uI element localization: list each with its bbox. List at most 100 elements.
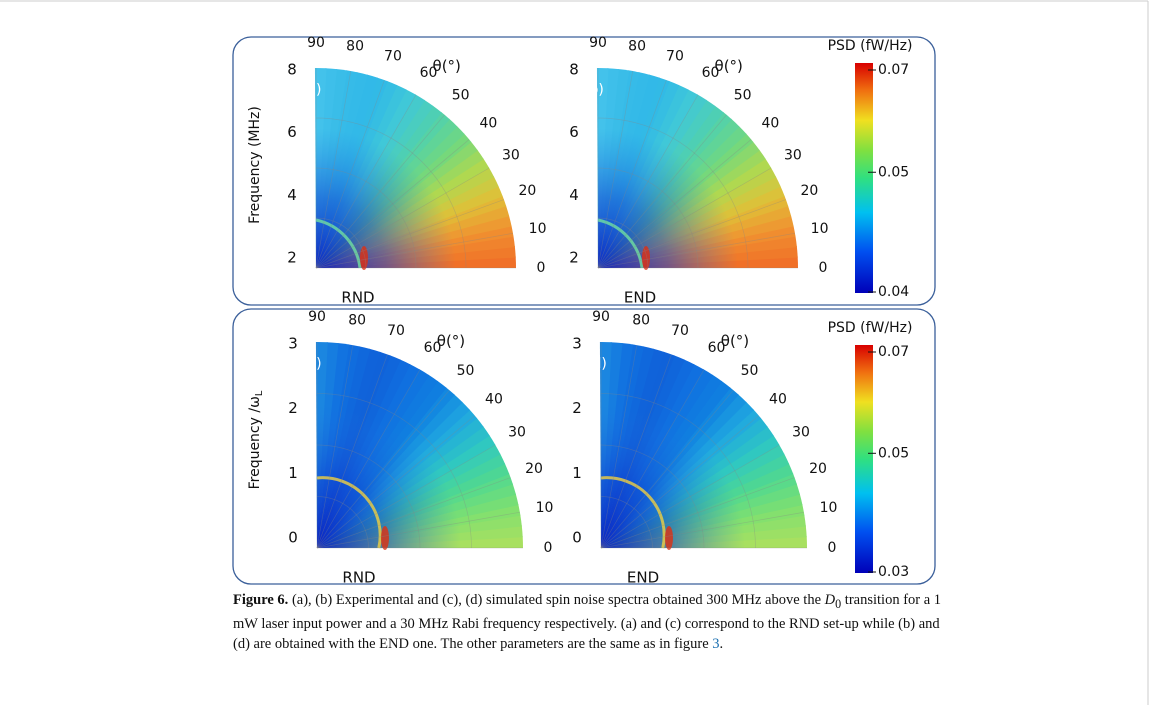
- grid-line: [600, 415, 760, 549]
- radial-tick-label: 4: [287, 186, 297, 204]
- angle-tick-label: 50: [452, 88, 470, 104]
- radial-tick-label: 0: [288, 529, 298, 547]
- angle-tick-label: 40: [485, 392, 503, 408]
- grid-line: [316, 354, 388, 549]
- grid-line: [316, 415, 476, 549]
- colorbar: [855, 345, 873, 573]
- resonance-peak: [360, 246, 368, 270]
- angle-tick-label: 80: [346, 38, 364, 54]
- grid-line: [600, 511, 804, 549]
- panel-label: (c): [303, 356, 322, 372]
- setup-label: END: [627, 569, 659, 587]
- grid-arc: [600, 496, 653, 549]
- angle-tick-label: 60: [702, 65, 720, 81]
- resonance-arc: [597, 218, 644, 269]
- grid-arc: [315, 167, 417, 269]
- radial-tick-label: 3: [288, 335, 298, 353]
- grid-line: [316, 369, 421, 549]
- theta-label: θ(°): [433, 57, 461, 75]
- grid-line: [315, 139, 470, 269]
- panel-label: (a): [302, 82, 322, 98]
- grid-line: [597, 167, 772, 269]
- angle-tick-label: 40: [479, 115, 497, 131]
- grid-arc: [316, 393, 472, 549]
- grid-line: [316, 477, 511, 549]
- grid-line: [315, 232, 514, 269]
- radial-tick-label: 6: [287, 123, 297, 141]
- y-axis-label-sub: L: [254, 390, 265, 396]
- angle-tick-label: 20: [525, 461, 543, 477]
- grid-arc: [597, 167, 699, 269]
- radial-tick-label: 3: [572, 335, 582, 353]
- angle-tick-label: 10: [529, 221, 547, 237]
- colorbar-tick-label: 0.05: [878, 445, 909, 461]
- grid-arc: [597, 117, 749, 269]
- colorbar-tick-label: 0.07: [878, 62, 909, 78]
- angle-tick-label: 0: [544, 540, 553, 556]
- grid-line: [316, 345, 354, 549]
- angle-tick-label: 60: [420, 65, 438, 81]
- grid-line: [315, 199, 505, 269]
- grid-line: [600, 389, 734, 549]
- angle-tick-label: 60: [708, 340, 726, 356]
- resonance-arc: [316, 476, 382, 549]
- grid-line: [315, 70, 352, 269]
- angle-tick-label: 20: [801, 183, 819, 199]
- row-frame: [232, 308, 936, 585]
- radial-tick-label: 2: [569, 249, 579, 267]
- angle-tick-label: 50: [741, 363, 759, 379]
- symbol: D: [824, 592, 836, 608]
- angle-tick-label: 30: [502, 148, 520, 164]
- grid-line: [597, 232, 796, 269]
- grid-arc: [316, 444, 421, 549]
- radial-tick-label: 8: [569, 61, 579, 79]
- angle-tick-label: 50: [734, 88, 752, 104]
- grid-line: [600, 477, 795, 549]
- spectrum-core: [598, 68, 798, 268]
- panel-label: (b): [584, 82, 604, 98]
- grid-line: [597, 79, 667, 269]
- setup-label: RND: [341, 289, 374, 307]
- row-frame: [232, 36, 936, 306]
- grid-line: [600, 444, 780, 549]
- radial-tick-label: 6: [569, 123, 579, 141]
- colorbar: [855, 63, 873, 293]
- angle-tick-label: 80: [632, 313, 650, 329]
- angle-tick-label: 70: [666, 49, 684, 65]
- figure-link[interactable]: 3: [712, 635, 720, 652]
- caption-text: (a), (b) Experimental and (c), (d) simul…: [291, 592, 822, 608]
- grid-line: [315, 94, 417, 269]
- angle-tick-label: 20: [809, 461, 827, 477]
- grid-arc: [315, 117, 467, 269]
- angle-tick-label: 80: [348, 313, 366, 329]
- angle-tick-label: 10: [536, 500, 554, 516]
- y-axis-label: Frequency /ωL: [247, 390, 265, 489]
- colorbar-tick-label: 0.07: [878, 344, 909, 360]
- angle-tick-label: 10: [820, 500, 838, 516]
- grid-line: [315, 79, 385, 269]
- y-axis-label-text: Frequency (MHz): [247, 106, 263, 224]
- grid-line: [316, 444, 496, 549]
- spectrum-core: [601, 342, 807, 548]
- caption-text: transition for a 1 mW laser input power …: [233, 592, 942, 652]
- grid-line: [597, 70, 634, 269]
- angle-tick-label: 0: [819, 260, 828, 276]
- grid-line: [597, 199, 787, 269]
- radial-tick-label: 1: [572, 464, 582, 482]
- angle-tick-label: 30: [508, 425, 526, 441]
- spectrum-core: [316, 68, 516, 268]
- grid-line: [315, 114, 445, 269]
- grid-arc: [315, 217, 367, 269]
- caption-text: .: [719, 635, 724, 652]
- grid-arc: [597, 217, 649, 269]
- radial-tick-label: 2: [288, 399, 298, 417]
- angle-tick-label: 40: [761, 115, 779, 131]
- symbol-sub: 0: [835, 596, 842, 611]
- angle-tick-label: 30: [784, 148, 802, 164]
- grid-line: [597, 139, 752, 269]
- grid-arc: [600, 393, 756, 549]
- theta-label: θ(°): [721, 332, 749, 350]
- radial-tick-label: 8: [287, 61, 297, 79]
- angle-tick-label: 40: [769, 392, 787, 408]
